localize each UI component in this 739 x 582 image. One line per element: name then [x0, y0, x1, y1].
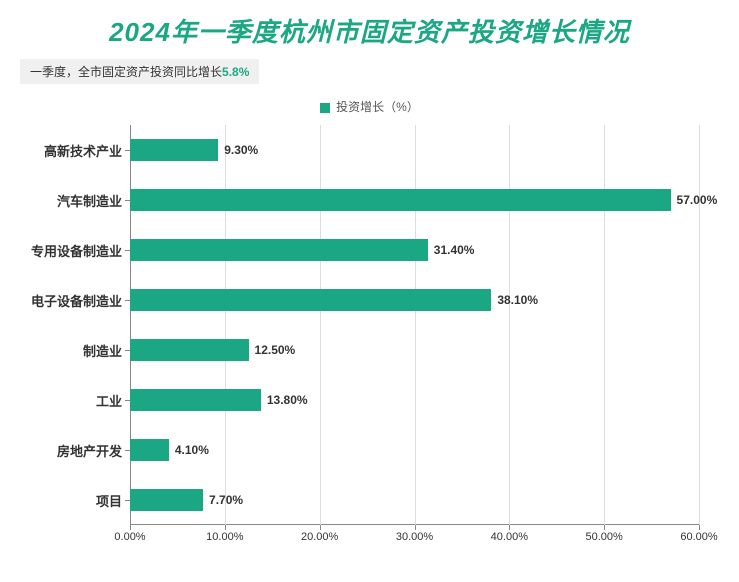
- x-tick: [699, 525, 700, 530]
- subtitle-prefix: 一季度，全市固定资产投资同比增长: [30, 65, 222, 79]
- x-tick: [225, 525, 226, 530]
- bar-row: 制造业12.50%: [130, 325, 699, 375]
- bar-value-label: 12.50%: [249, 339, 296, 361]
- bar: 31.40%: [130, 239, 428, 261]
- bar-row: 汽车制造业57.00%: [130, 175, 699, 225]
- bar-value-label: 31.40%: [428, 239, 475, 261]
- gridline: [699, 125, 700, 525]
- bar-row: 工业13.80%: [130, 375, 699, 425]
- chart-title: 2024年一季度杭州市固定资产投资增长情况: [20, 12, 719, 49]
- x-tick: [415, 525, 416, 530]
- bar: 9.30%: [130, 139, 218, 161]
- x-tick: [130, 525, 131, 530]
- x-tick-label: 30.00%: [396, 531, 433, 543]
- subtitle-value: 5.8%: [222, 65, 249, 79]
- bar-row: 项目7.70%: [130, 475, 699, 525]
- plot-area: 高新技术产业9.30%汽车制造业57.00%专用设备制造业31.40%电子设备制…: [130, 125, 699, 525]
- category-label: 房地产开发: [57, 441, 130, 460]
- category-label: 高新技术产业: [44, 141, 130, 160]
- bar-value-label: 4.10%: [169, 439, 209, 461]
- category-label: 汽车制造业: [57, 191, 130, 210]
- x-axis: 0.00%10.00%20.00%30.00%40.00%50.00%60.00…: [130, 525, 699, 555]
- bar: 13.80%: [130, 389, 261, 411]
- legend: 投资增长（%）: [20, 98, 719, 115]
- x-tick-label: 50.00%: [586, 531, 623, 543]
- bar: 38.10%: [130, 289, 491, 311]
- x-tick: [320, 525, 321, 530]
- bar-row: 房地产开发4.10%: [130, 425, 699, 475]
- bar-value-label: 7.70%: [203, 489, 243, 511]
- x-tick-label: 60.00%: [680, 531, 717, 543]
- x-tick-label: 0.00%: [114, 531, 145, 543]
- subtitle-box: 一季度，全市固定资产投资同比增长5.8%: [20, 59, 259, 84]
- category-label: 电子设备制造业: [31, 291, 130, 310]
- chart: 高新技术产业9.30%汽车制造业57.00%专用设备制造业31.40%电子设备制…: [20, 125, 719, 555]
- bar: 57.00%: [130, 189, 671, 211]
- bar-value-label: 13.80%: [261, 389, 308, 411]
- category-label: 专用设备制造业: [31, 241, 130, 260]
- bar-value-label: 57.00%: [671, 189, 718, 211]
- legend-marker: [320, 103, 330, 113]
- bar-row: 电子设备制造业38.10%: [130, 275, 699, 325]
- category-label: 项目: [96, 491, 130, 510]
- legend-label: 投资增长（%）: [336, 100, 419, 114]
- x-tick-label: 40.00%: [491, 531, 528, 543]
- bar-row: 高新技术产业9.30%: [130, 125, 699, 175]
- bar: 4.10%: [130, 439, 169, 461]
- category-label: 制造业: [83, 341, 130, 360]
- bar-row: 专用设备制造业31.40%: [130, 225, 699, 275]
- x-tick: [509, 525, 510, 530]
- category-label: 工业: [96, 391, 130, 410]
- bar: 12.50%: [130, 339, 249, 361]
- bar-value-label: 38.10%: [491, 289, 538, 311]
- bar: 7.70%: [130, 489, 203, 511]
- x-tick-label: 10.00%: [206, 531, 243, 543]
- bar-value-label: 9.30%: [218, 139, 258, 161]
- x-tick: [604, 525, 605, 530]
- x-tick-label: 20.00%: [301, 531, 338, 543]
